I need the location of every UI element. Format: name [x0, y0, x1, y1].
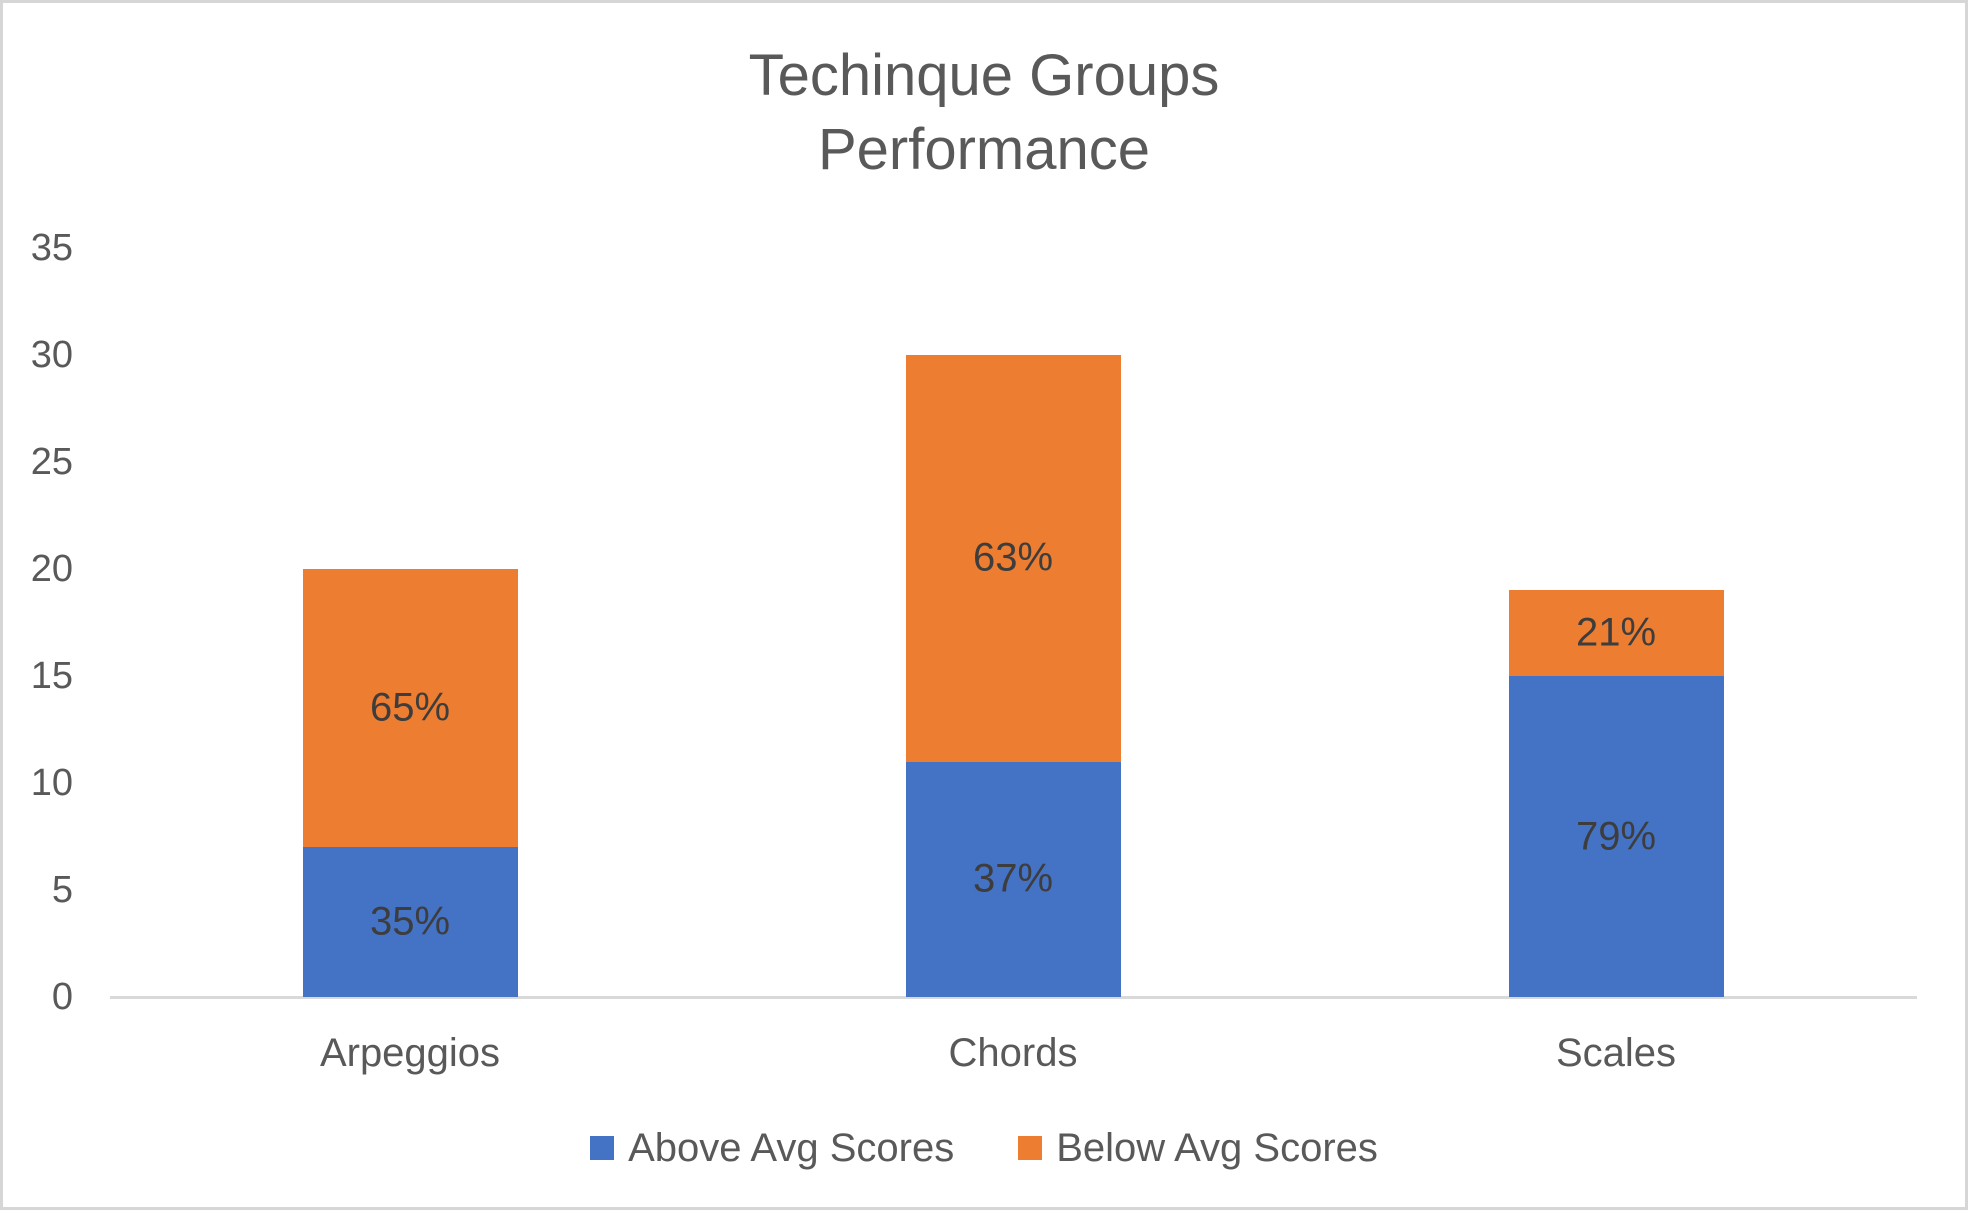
plot-area: 0 5 10 15 20 25 30 35 35% 65% Arpeggios 37% 63% Chord…: [3, 3, 1965, 1207]
chart-title-line1: Techinque Groups: [748, 43, 1220, 108]
chart-title-line2: Performance: [817, 117, 1151, 182]
y-axis-tick-label: 30: [30, 334, 73, 376]
y-axis-tick-label: 10: [30, 762, 73, 804]
legend-item-above-avg-scores: Above Avg Scores: [590, 1124, 954, 1172]
x-axis-category-label-chords: Chords: [948, 1031, 1078, 1075]
data-label-above-avg-scores-scales: 79%: [1575, 814, 1657, 858]
y-axis-tick-label: 5: [51, 869, 73, 911]
x-axis-line: [110, 996, 1917, 999]
y-axis-tick-label: 25: [30, 441, 73, 483]
x-axis-category-label-arpeggios: Arpeggios: [319, 1031, 501, 1075]
legend: Above Avg Scores Below Avg Scores: [3, 1124, 1965, 1172]
legend-swatch-icon-above-avg-scores: [590, 1136, 615, 1160]
data-label-below-avg-scores-chords: 63%: [972, 535, 1054, 580]
bar-segment-below-avg-scores-arpeggios: [302, 569, 518, 848]
chart-title: Techinque Groups Performance: [3, 39, 1965, 187]
y-axis-tick-label: 20: [30, 548, 73, 590]
bar-segment-above-avg-scores-arpeggios: [302, 847, 518, 997]
y-axis-tick-label: 0: [51, 976, 73, 1018]
legend-item-below-avg-scores: Below Avg Scores: [1018, 1124, 1378, 1172]
data-label-below-avg-scores-arpeggios: 65%: [369, 685, 451, 730]
legend-label-below-avg-scores: Below Avg Scores: [1056, 1126, 1378, 1170]
bar-segment-below-avg-scores-chords: [905, 355, 1121, 762]
bar-segment-above-avg-scores-scales: [1508, 676, 1724, 997]
bar-segment-below-avg-scores-scales: [1508, 590, 1724, 676]
data-label-above-avg-scores-arpeggios: 35%: [369, 899, 451, 944]
data-label-below-avg-scores-scales: 21%: [1575, 610, 1657, 655]
legend-swatch-icon-below-avg-scores: [1018, 1136, 1043, 1160]
y-axis-tick-label: 35: [30, 227, 73, 269]
legend-label-above-avg-scores: Above Avg Scores: [628, 1126, 955, 1170]
x-axis-category-label-scales: Scales: [1555, 1031, 1677, 1075]
y-axis-tick-label: 15: [30, 655, 73, 697]
data-label-above-avg-scores-chords: 37%: [972, 856, 1054, 901]
bar-segment-above-avg-scores-chords: [905, 761, 1121, 997]
